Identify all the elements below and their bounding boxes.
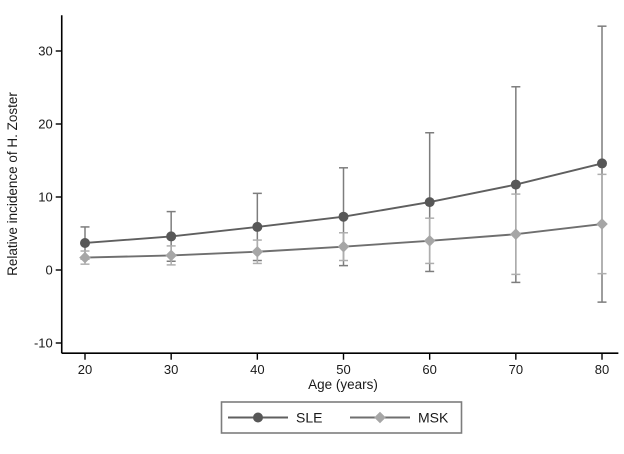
markers-msk <box>79 218 608 264</box>
x-tick-label: 60 <box>422 362 436 377</box>
marker-diamond <box>510 228 522 241</box>
marker-diamond <box>251 245 264 258</box>
error-bars-layer <box>80 25 607 303</box>
markers-sle <box>80 158 608 248</box>
y-axis: 30 20 10 0 -10 <box>34 15 63 354</box>
legend: SLE MSK <box>220 401 463 434</box>
marker-diamond <box>337 240 350 253</box>
y-tick-label: 10 <box>38 190 52 205</box>
marker-circle <box>166 231 177 242</box>
y-tick-label: 0 <box>46 263 53 278</box>
x-axis-title: Age (years) <box>308 377 378 392</box>
y-axis-title: Relative incidence of H. Zoster <box>5 92 20 276</box>
y-tick-label: 20 <box>38 117 52 132</box>
marker-diamond <box>79 251 91 264</box>
legend-label-msk: MSK <box>418 410 449 426</box>
legend-box <box>220 401 463 434</box>
x-tick-label: 30 <box>164 362 178 377</box>
y-tick-label: 30 <box>38 44 52 59</box>
y-tick-label: -10 <box>34 336 53 351</box>
marker-diamond <box>596 218 608 230</box>
x-tick-label: 50 <box>336 362 350 377</box>
marker-circle <box>424 197 435 208</box>
series-markers-layer <box>79 158 608 264</box>
marker-diamond <box>423 235 436 247</box>
marker-circle <box>80 237 90 248</box>
marker-diamond <box>165 249 177 262</box>
x-tick-label: 70 <box>509 362 523 377</box>
marker-circle <box>253 412 263 423</box>
x-tick-label: 20 <box>78 362 92 377</box>
marker-circle <box>510 179 521 190</box>
marker-circle <box>338 211 349 222</box>
x-axis: 20 30 40 50 60 70 80 <box>61 352 619 377</box>
x-tick-label: 40 <box>250 362 264 377</box>
x-tick-label: 80 <box>595 362 609 377</box>
marker-circle <box>252 221 263 232</box>
legend-label-sle: SLE <box>296 410 322 426</box>
marker-diamond <box>374 411 386 424</box>
marker-circle <box>597 158 608 169</box>
